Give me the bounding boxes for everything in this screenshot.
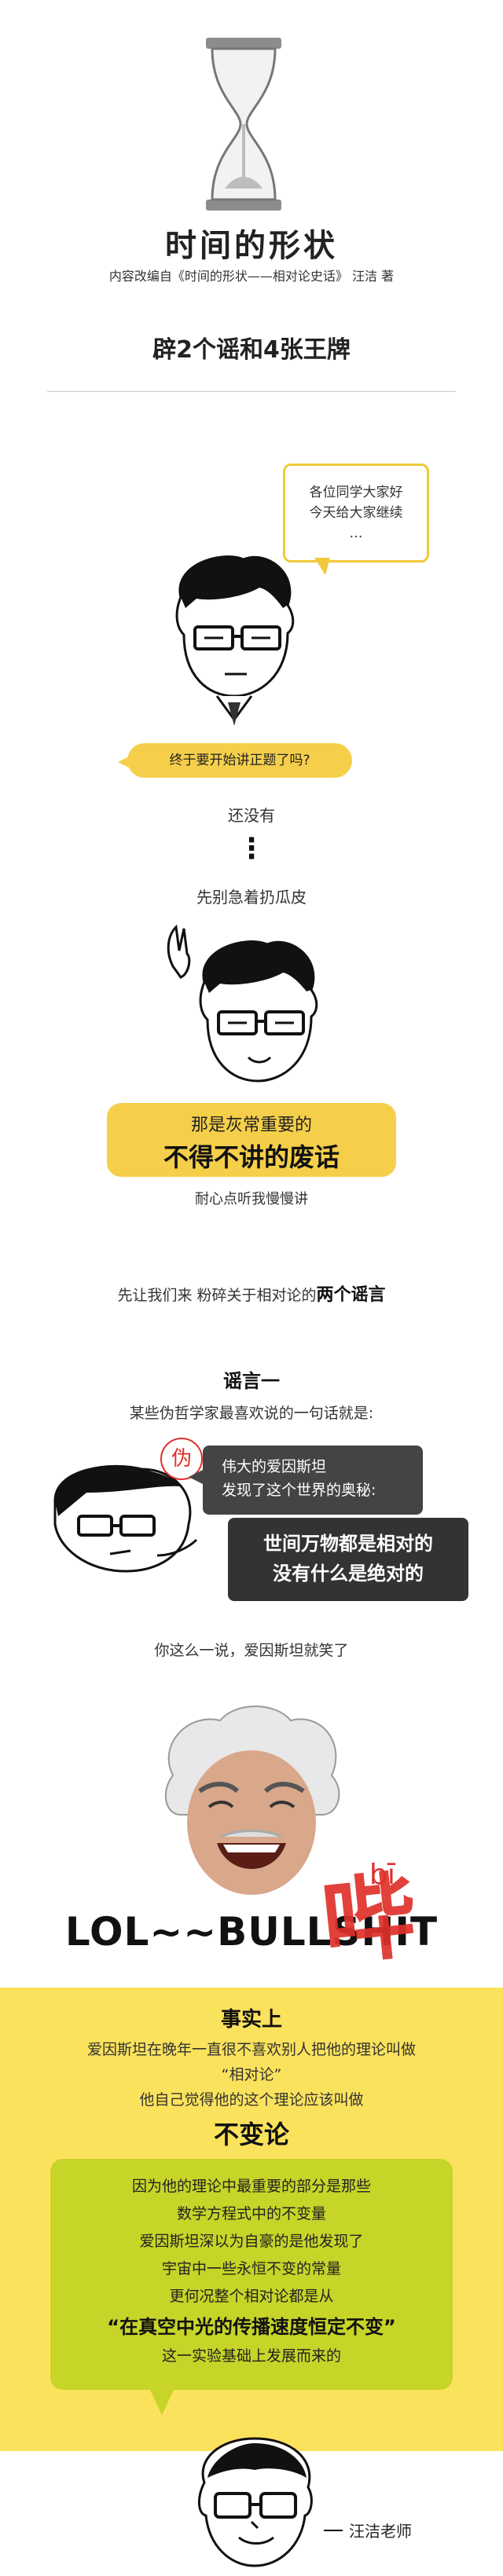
divider — [47, 391, 456, 392]
rumor-intro: 某些伪哲学家最喜欢说的一句话就是: — [129, 1405, 374, 1422]
greeting-bubble: 各位同学大家好 今天给大家继续 … — [283, 464, 429, 562]
book-credit: 内容改编自《时间的形状——相对论史话》 汪洁 著 — [108, 269, 395, 284]
reply-text: 先别急着扔瓜皮 — [196, 888, 307, 907]
censor-pinyin: bī — [369, 1859, 395, 1891]
fact-line: 爱因斯坦在晚年一直很不喜欢别人把他的理论叫做 — [86, 2041, 416, 2058]
page-title: 时间的形状 — [165, 228, 338, 264]
patience-text: 耐心点听我慢慢讲 — [195, 1191, 308, 1207]
bubble-tail — [314, 558, 330, 575]
quote-small-text: 伟大的爱因斯坦 发现了这个世界的奥秘: — [222, 1458, 376, 1499]
explain-line: 这一实验基础上发展而来的 — [161, 2347, 341, 2365]
fact-heading: 事实上 — [220, 2008, 282, 2032]
ellipsis: ⋮ — [237, 833, 266, 865]
explain-box — [50, 2159, 453, 2390]
pointing-guy-illustration — [167, 924, 318, 1083]
censor-stamp: 哔 — [317, 1861, 422, 1980]
explain-line: 数学方程式中的不变量 — [176, 2205, 326, 2222]
highlight-small: 那是灰常重要的 — [190, 1116, 312, 1135]
bubble-tail — [149, 2388, 174, 2415]
teacher-label: 汪洁老师 — [349, 2522, 412, 2541]
lead-prefix: 先让我们来 粉碎关于相对论的 — [117, 1287, 317, 1304]
meme-text: LOL~~BULLSHIT — [64, 1909, 439, 1955]
question-bubble: 终于要开始讲正题了吗? — [127, 743, 352, 778]
highlight-big: 不得不讲的废话 — [163, 1142, 340, 1172]
fact-line: “相对论” — [221, 2066, 282, 2083]
glasses-guy-illustration — [175, 555, 295, 726]
fake-badge-text: 伪 — [171, 1447, 192, 1471]
section-title: 辟2个谣和4张王牌 — [152, 336, 351, 364]
explain-line: 宇宙中一些永恒不变的常量 — [161, 2260, 341, 2277]
fake-badge: 伪 — [160, 1438, 203, 1480]
explain-big: “在真空中光的传播速度恒定不变” — [107, 2316, 396, 2338]
reaction-text: 你这么一说，爱因斯坦就笑了 — [154, 1642, 349, 1659]
reply-text: 还没有 — [228, 806, 275, 825]
explain-line: 爱因斯坦深以为自豪的是他发现了 — [139, 2233, 364, 2250]
einstein-laughing-illustration — [165, 1706, 340, 1895]
question-text: 终于要开始讲正题了吗? — [169, 753, 310, 768]
quote-bubble-big: 世间万物都是相对的 没有什么是绝对的 — [228, 1518, 468, 1601]
teacher-pointer — [324, 2530, 343, 2531]
fact-line: 他自己觉得他的这个理论应该叫做 — [139, 2091, 364, 2109]
fake-philosopher-illustration — [53, 1464, 198, 1573]
hourglass-icon — [206, 38, 281, 211]
quote-bubble-small: 伟大的爱因斯坦 发现了这个世界的奥秘: — [203, 1446, 423, 1515]
lead-bold: 两个谣言 — [316, 1285, 386, 1305]
highlight-box: 那是灰常重要的 不得不讲的废话 — [107, 1103, 396, 1177]
explain-line: 因为他的理论中最重要的部分是那些 — [131, 2178, 371, 2195]
lead-text: 先让我们来 粉碎关于相对论的两个谣言 — [0, 1281, 503, 1306]
bubble-tail — [189, 1469, 204, 1485]
bubble-tail — [118, 756, 130, 768]
quote-big-text: 世间万物都是相对的 没有什么是绝对的 — [263, 1533, 433, 1585]
greeting-text: 各位同学大家好 今天给大家继续 … — [309, 485, 403, 541]
fact-big: 不变论 — [213, 2120, 289, 2149]
rumor-heading: 谣言一 — [223, 1370, 280, 1392]
explain-line: 更何况整个相对论都是从 — [169, 2288, 334, 2305]
teacher-avatar — [198, 2437, 313, 2567]
